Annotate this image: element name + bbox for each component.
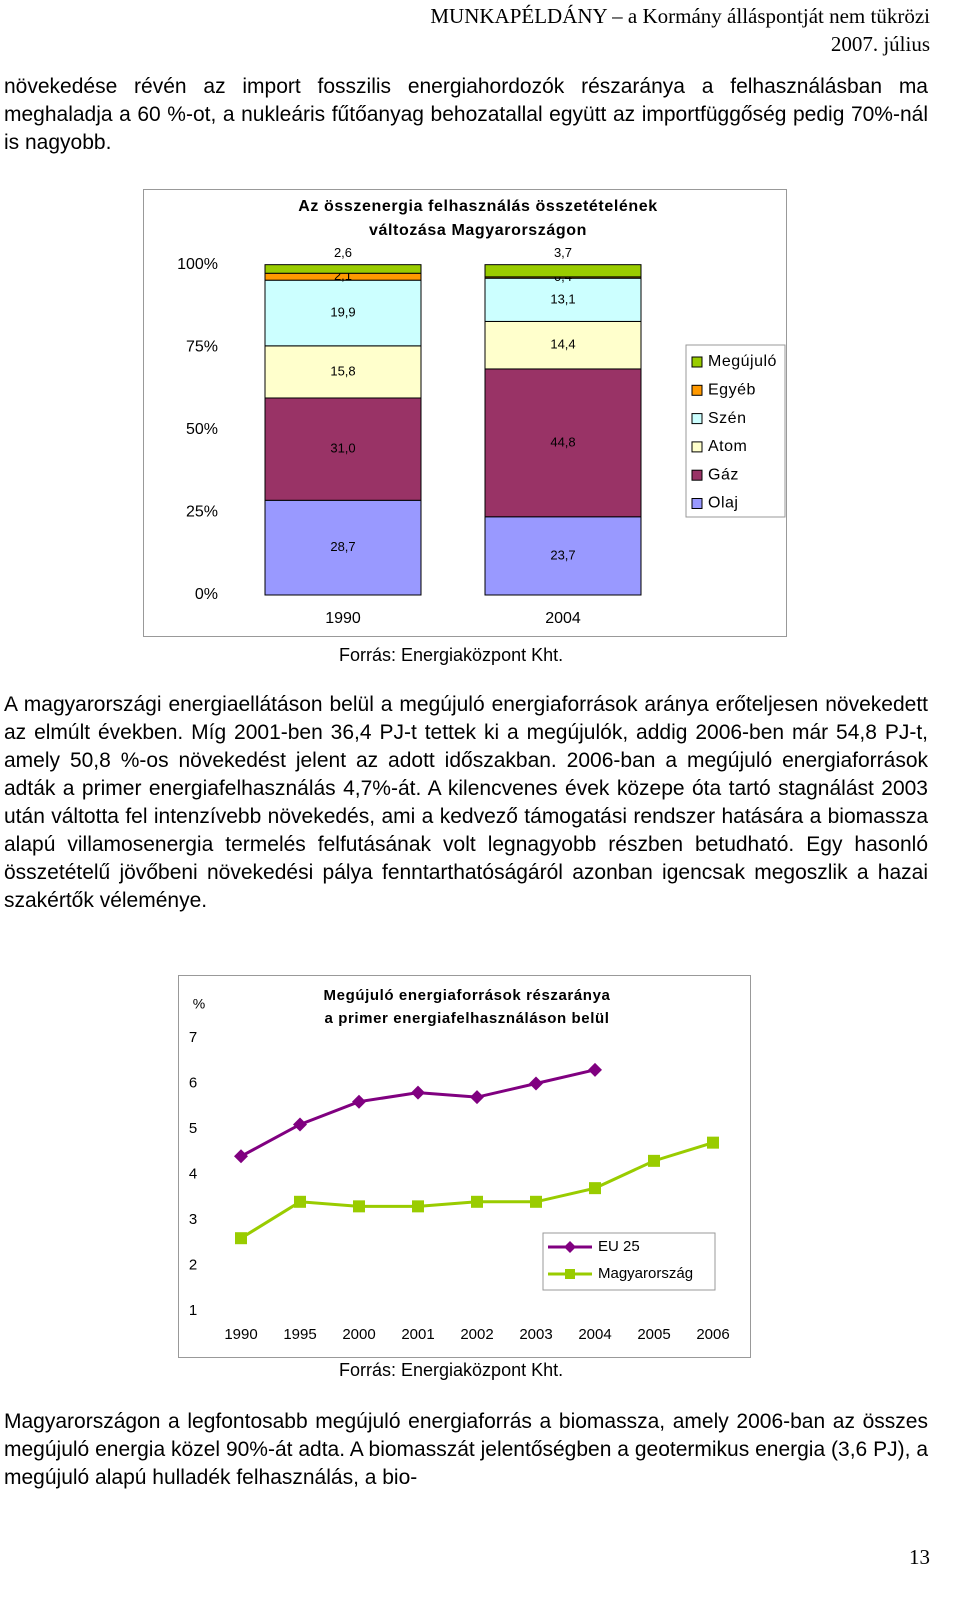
chart: Megújuló energiaforrások részaránya a pri… [178, 975, 751, 1358]
legend-swatch [691, 384, 703, 396]
x-tick-label: 2002 [460, 1326, 493, 1343]
y-tick-label: 5 [189, 1120, 197, 1137]
bar-segment [264, 264, 422, 274]
x-tick-label: 2003 [519, 1326, 552, 1343]
legend-swatch [691, 441, 703, 453]
bar-segment [484, 368, 642, 518]
y-tick-label: 100% [177, 256, 218, 273]
x-tick-label: 2006 [696, 1326, 729, 1343]
paragraph: Magyarországon a legfontosabb megújuló e… [4, 1410, 928, 1489]
legend-swatch [691, 498, 703, 509]
legend-label: Atom [708, 438, 747, 455]
x-tick-label: 2000 [342, 1326, 375, 1343]
point [530, 1195, 542, 1208]
point [294, 1195, 306, 1208]
legend-label: EU 25 [598, 1238, 640, 1255]
value-label: 15,8 [330, 363, 355, 378]
point [234, 1149, 248, 1164]
legend-label: Egyéb [708, 382, 756, 399]
value-label: 2,6 [334, 245, 352, 260]
point [352, 1094, 366, 1109]
point [471, 1195, 483, 1208]
point [648, 1154, 660, 1167]
chart-title: a primer energiafelhasználáson belül [324, 1010, 609, 1027]
y-tick-label: 75% [186, 339, 218, 356]
value-label: 19,9 [330, 304, 355, 319]
source: Forrás: Energiaközpont Kht. [339, 645, 564, 665]
page-number: 13 [909, 1545, 930, 1569]
point [412, 1200, 424, 1213]
value-label: 3,7 [554, 245, 572, 260]
point [411, 1085, 425, 1100]
legend-label: Megújuló [708, 353, 777, 370]
legend-marker [564, 1241, 576, 1253]
axis-label: % [193, 996, 205, 1012]
chart-title: Megújuló energiaforrások részaránya [324, 987, 611, 1004]
value-label: 28,7 [330, 539, 355, 554]
legend-label: Szén [708, 410, 746, 427]
legend-label: Magyarország [598, 1265, 693, 1282]
value-label: 14,4 [550, 337, 575, 352]
point [353, 1200, 365, 1213]
legend-label: Olaj [708, 495, 738, 512]
bar-segment [484, 264, 642, 278]
source: Forrás: Energiaközpont Kht. [339, 1360, 564, 1380]
x-tick-label: 1990 [224, 1326, 257, 1343]
point [589, 1182, 601, 1195]
x-tick-label: 2005 [637, 1326, 670, 1343]
x-tick-label: 2004 [578, 1326, 611, 1343]
legend-swatch [691, 469, 703, 481]
chart-frame [143, 189, 787, 637]
value-label: 31,0 [330, 441, 355, 456]
bar-segment [264, 499, 422, 596]
bar-segment [484, 320, 642, 370]
point [470, 1090, 484, 1105]
chart-title: Az összenergia felhasználás összetételén… [298, 198, 658, 215]
y-tick-label: 50% [186, 421, 218, 438]
bar-segment [484, 277, 642, 322]
legend-marker [565, 1269, 575, 1279]
x-tick-label: 2001 [401, 1326, 434, 1343]
y-tick-label: 4 [189, 1165, 197, 1182]
legend-label: Gáz [708, 466, 739, 483]
y-tick-label: 25% [186, 504, 218, 521]
paragraph: növekedése révén az import fosszilis ene… [4, 75, 928, 154]
value-label: 13,1 [550, 291, 575, 306]
y-tick-label: 2 [189, 1256, 197, 1273]
y-tick-label: 3 [189, 1211, 197, 1228]
y-tick-label: 0% [195, 586, 218, 603]
legend-box [542, 1232, 716, 1291]
point [529, 1076, 543, 1091]
bar-segment [264, 345, 422, 399]
header-line: MUNKAPÉLDÁNY – a Kormány álláspontját ne… [430, 4, 930, 28]
point [588, 1062, 602, 1077]
point [293, 1117, 307, 1132]
point [235, 1232, 247, 1245]
x-tick-label: 1990 [325, 610, 361, 627]
x-tick-label: 2004 [545, 610, 581, 627]
y-tick-label: 1 [189, 1302, 197, 1319]
legend-box [685, 344, 786, 518]
value-label: 44,8 [550, 434, 575, 449]
bar-segment [264, 279, 422, 347]
legend-swatch [691, 356, 703, 368]
legend-swatch [691, 413, 703, 425]
x-tick-label: 1995 [283, 1326, 316, 1343]
chart: Az összenergia felhasználás összetételén… [143, 189, 787, 637]
point [707, 1136, 719, 1149]
chart-title: változása Magyarországon [369, 222, 587, 239]
chart-frame [178, 975, 751, 1358]
paragraph: A magyarországi energiaellátáson belül a… [4, 693, 928, 912]
y-tick-label: 7 [189, 1029, 197, 1046]
value-label: 23,7 [550, 547, 575, 562]
header-line: 2007. július [830, 32, 930, 56]
y-tick-label: 6 [189, 1074, 197, 1091]
